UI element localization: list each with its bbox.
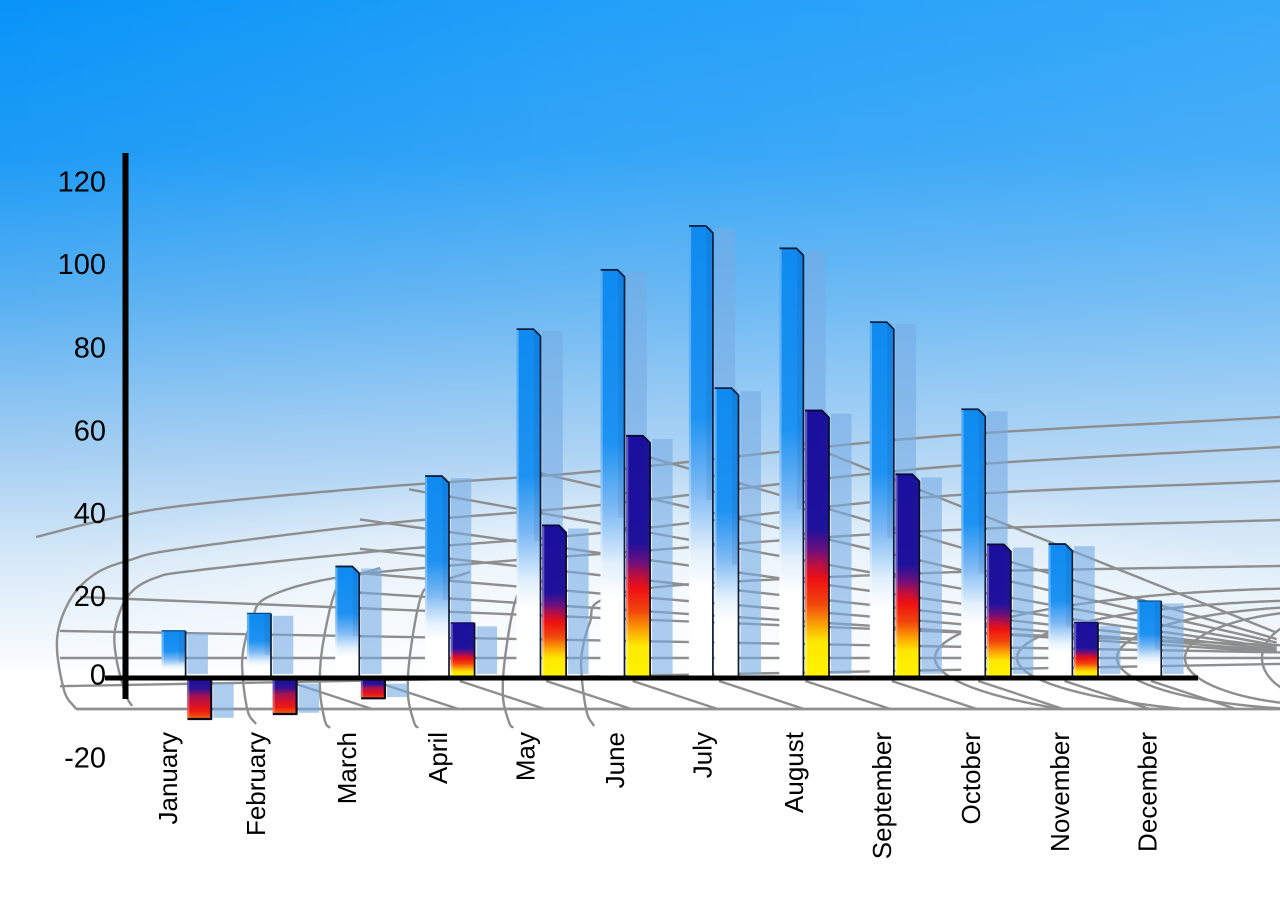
svg-text:August: August [779,731,809,813]
svg-text:80: 80 [74,333,106,365]
svg-text:100: 100 [58,249,106,281]
svg-text:February: February [241,732,271,836]
svg-text:January: January [153,732,183,825]
svg-text:60: 60 [74,415,106,447]
svg-text:120: 120 [58,166,106,198]
svg-text:40: 40 [74,498,106,530]
svg-text:November: November [1045,732,1075,852]
svg-text:June: June [600,732,630,788]
svg-text:December: December [1133,732,1163,852]
svg-text:-20: -20 [64,743,106,775]
svg-text:September: September [867,732,897,860]
svg-text:July: July [688,732,718,778]
svg-text:0: 0 [90,660,106,692]
svg-text:20: 20 [74,581,106,613]
svg-text:April: April [423,732,453,784]
svg-text:October: October [956,732,986,825]
svg-text:March: March [332,732,362,804]
svg-text:May: May [511,732,541,781]
